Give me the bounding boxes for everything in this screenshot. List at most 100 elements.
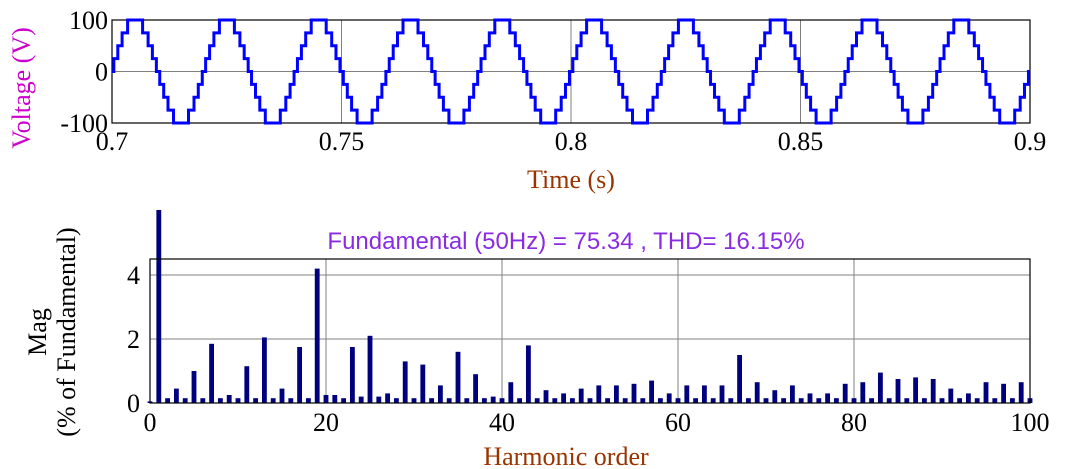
harmonic-bar xyxy=(622,398,628,403)
voltage-x-tick-label: 0.8 xyxy=(555,127,588,156)
harmonic-bar xyxy=(200,398,206,403)
harmonic-annotation: Fundamental (50Hz) = 75.34 , THD= 16.15% xyxy=(327,228,804,255)
harmonic-bar xyxy=(754,382,760,403)
harmonic-bar xyxy=(429,398,435,403)
harmonic-bar xyxy=(367,335,373,403)
harmonic-bar xyxy=(437,385,443,403)
harmonic-bar xyxy=(323,395,329,403)
harmonic-bar xyxy=(226,395,232,403)
harmonic-bar xyxy=(772,390,778,403)
harmonic-bar xyxy=(816,398,822,403)
harmonic-bar xyxy=(833,398,839,403)
harmonic-bar xyxy=(332,395,338,403)
voltage-axis-label: Voltage (V) xyxy=(7,27,36,149)
harmonic-x-tick-label: 20 xyxy=(313,408,339,437)
harmonic-bar xyxy=(552,398,558,403)
harmonic-bar xyxy=(569,398,575,403)
harmonic-bar xyxy=(807,393,813,403)
harmonic-bar xyxy=(217,398,223,403)
harmonic-bar xyxy=(464,398,470,403)
harmonic-bar xyxy=(561,393,567,403)
harmonic-bar xyxy=(402,361,408,403)
harmonic-bar xyxy=(314,268,320,403)
harmonic-bar xyxy=(578,388,584,403)
voltage-x-tick-label: 0.9 xyxy=(1014,127,1047,156)
harmonic-x-tick-label: 100 xyxy=(1011,408,1050,437)
harmonic-bar xyxy=(305,398,311,403)
voltage-y-tick-label: 100 xyxy=(69,6,108,35)
harmonic-bar xyxy=(446,398,452,403)
harmonic-bar xyxy=(543,390,549,403)
harmonic-bar xyxy=(481,398,487,403)
voltage-x-tick-label: 0.7 xyxy=(96,127,129,156)
magnitude-axis-label-line2: (% of Fundamental) xyxy=(52,227,81,436)
voltage-waveform xyxy=(112,18,1030,125)
harmonic-y-tick-label: 0 xyxy=(127,389,140,418)
harmonic-bar xyxy=(261,337,267,403)
harmonic-bar xyxy=(992,398,998,403)
harmonic-bar xyxy=(657,398,663,403)
harmonic-bar xyxy=(288,398,294,403)
harmonic-axis-label: Harmonic order xyxy=(483,442,649,469)
harmonic-bar xyxy=(913,377,919,403)
harmonic-bar xyxy=(789,385,795,403)
harmonic-x-tick-label: 80 xyxy=(841,408,867,437)
harmonic-bar xyxy=(525,345,531,403)
time-axis-label: Time (s) xyxy=(527,165,615,194)
magnitude-axis-label-line1: Mag xyxy=(23,308,52,356)
harmonic-bar xyxy=(499,398,505,403)
harmonic-bar xyxy=(156,210,162,403)
harmonic-bar xyxy=(534,398,540,403)
harmonic-y-tick-label: 4 xyxy=(127,261,140,290)
harmonic-bar xyxy=(921,398,927,403)
harmonic-x-ticks: 0 20 40 60 80 100 xyxy=(144,408,1050,437)
harmonic-bar xyxy=(1018,382,1024,403)
voltage-x-tick-label: 0.75 xyxy=(319,127,365,156)
voltage-y-tick-label: 0 xyxy=(95,58,108,87)
voltage-plot: 0.7 0.75 0.8 0.85 0.9 100 0 -100 Time (s) Volt… xyxy=(7,6,1046,194)
harmonic-bar xyxy=(877,372,883,403)
harmonic-bar xyxy=(666,393,672,403)
harmonic-bar xyxy=(297,347,303,403)
harmonic-bar xyxy=(930,379,936,403)
harmonic-bar xyxy=(596,385,602,403)
harmonic-bar xyxy=(508,382,514,403)
harmonic-bar xyxy=(490,396,496,403)
harmonic-bar xyxy=(710,398,716,403)
harmonic-x-tick-label: 0 xyxy=(144,408,157,437)
voltage-y-ticks: 100 0 -100 xyxy=(60,6,108,138)
harmonic-bar xyxy=(1001,383,1007,403)
harmonic-bar xyxy=(244,366,250,403)
harmonic-bar xyxy=(605,398,611,403)
harmonic-bar xyxy=(675,398,681,403)
harmonic-bar xyxy=(473,374,479,403)
harmonic-bar xyxy=(349,347,355,403)
harmonic-bar xyxy=(965,393,971,403)
harmonic-bar xyxy=(851,398,857,403)
harmonic-bar xyxy=(904,398,910,403)
harmonic-bar xyxy=(983,382,989,403)
voltage-x-ticks: 0.7 0.75 0.8 0.85 0.9 xyxy=(96,127,1047,156)
harmonic-bar xyxy=(781,398,787,403)
harmonic-bar xyxy=(279,388,285,403)
harmonic-bar xyxy=(341,398,347,403)
harmonic-x-tick-label: 40 xyxy=(489,408,515,437)
harmonic-bar xyxy=(587,398,593,403)
harmonic-bar xyxy=(411,398,417,403)
harmonic-bar xyxy=(684,385,690,403)
harmonic-bar xyxy=(719,385,725,403)
harmonic-bar xyxy=(745,398,751,403)
harmonic-bar xyxy=(737,355,743,403)
harmonic-y-ticks: 0 2 4 xyxy=(127,261,140,418)
harmonic-spectrum-plot: 0 20 40 60 80 100 0 2 4 Fundamental (50Hz) = 75… xyxy=(23,210,1050,469)
harmonic-bar xyxy=(173,388,179,403)
harmonic-bar xyxy=(763,398,769,403)
harmonic-bar xyxy=(253,398,259,403)
harmonic-bar xyxy=(191,371,197,403)
voltage-x-tick-label: 0.85 xyxy=(778,127,824,156)
harmonic-bar xyxy=(798,398,804,403)
harmonic-x-tick-label: 60 xyxy=(665,408,691,437)
harmonic-plot-frame xyxy=(149,258,1031,404)
harmonic-bar xyxy=(393,398,399,403)
